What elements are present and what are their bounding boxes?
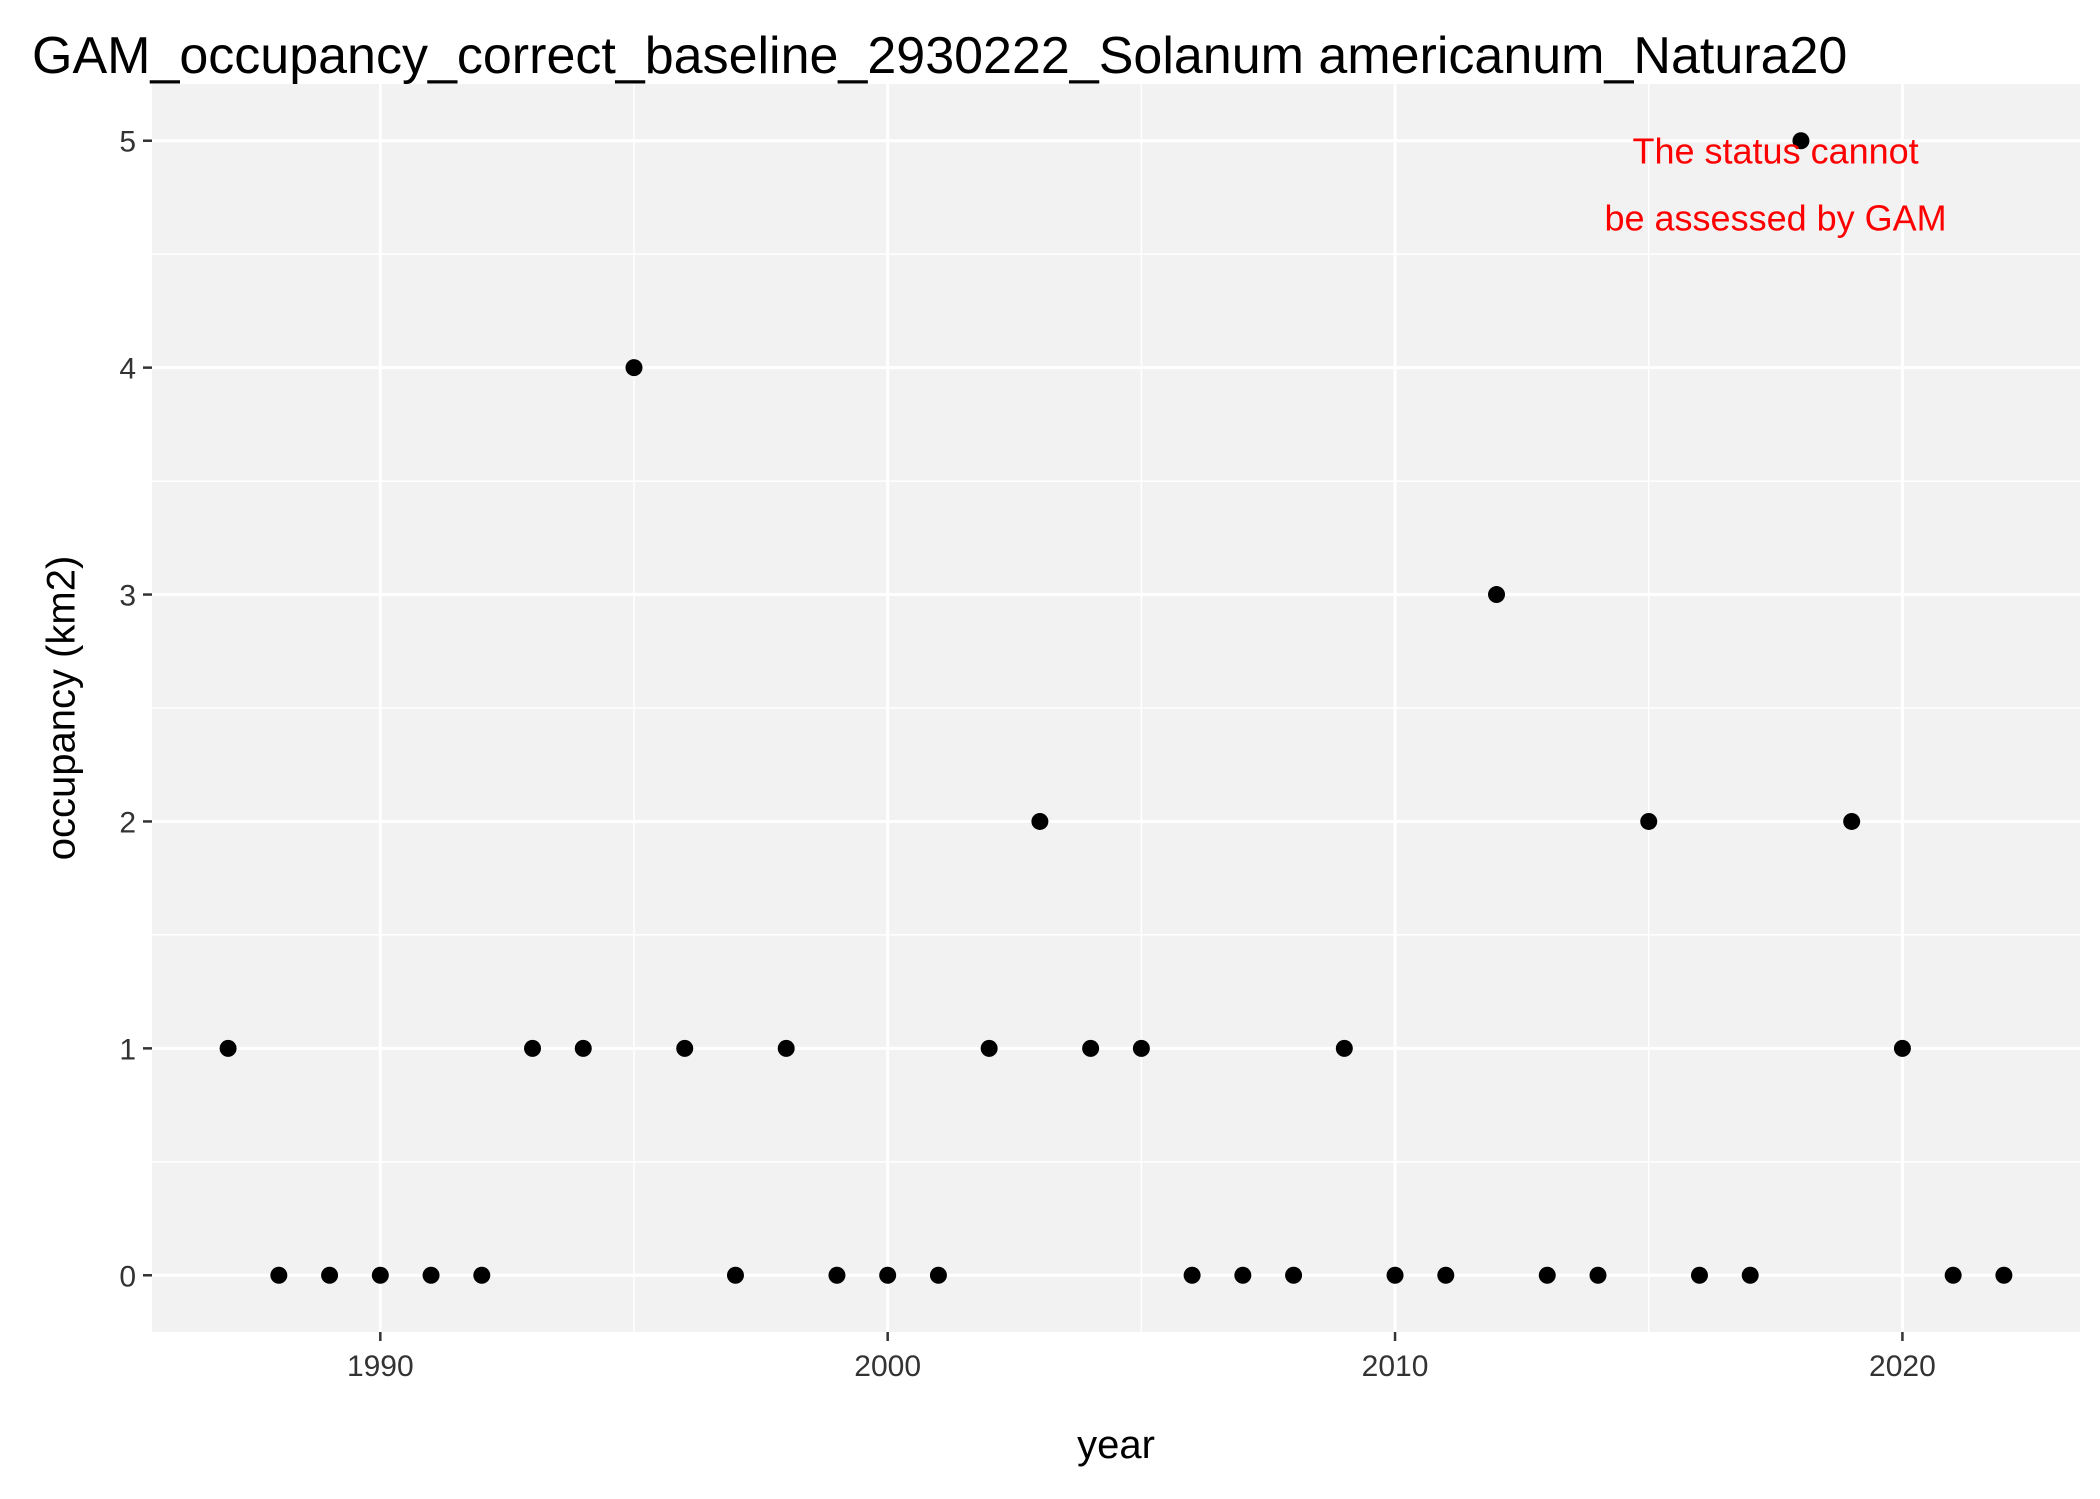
y-tick-label: 2 bbox=[119, 806, 136, 839]
data-point bbox=[1031, 812, 1049, 830]
annotation-line: The status cannot bbox=[1632, 130, 1918, 171]
y-tick-label: 5 bbox=[119, 126, 136, 159]
data-point bbox=[1741, 1266, 1759, 1284]
data-point bbox=[219, 1039, 237, 1057]
y-axis-title: occupancy (km2) bbox=[40, 556, 84, 861]
data-point bbox=[1488, 586, 1506, 604]
data-point bbox=[1792, 132, 1810, 150]
x-tick-label: 2000 bbox=[854, 1350, 921, 1383]
data-point bbox=[524, 1039, 542, 1057]
data-point bbox=[321, 1266, 339, 1284]
status-annotation: The status cannot be assessed by GAM bbox=[1604, 130, 1946, 238]
data-point bbox=[1944, 1266, 1962, 1284]
axis-ticks bbox=[143, 139, 1904, 1341]
data-point bbox=[270, 1266, 288, 1284]
x-axis-title: year bbox=[1077, 1423, 1155, 1467]
data-point bbox=[676, 1039, 694, 1057]
data-point bbox=[1082, 1039, 1100, 1057]
data-point bbox=[1285, 1266, 1303, 1284]
data-point bbox=[574, 1039, 592, 1057]
data-point bbox=[777, 1039, 795, 1057]
minor-gridlines bbox=[152, 84, 2080, 1332]
annotation-line: be assessed by GAM bbox=[1604, 197, 1946, 238]
data-point bbox=[473, 1266, 491, 1284]
data-point bbox=[1893, 1039, 1911, 1057]
data-point bbox=[828, 1266, 846, 1284]
data-point bbox=[1386, 1266, 1404, 1284]
data-point bbox=[879, 1266, 897, 1284]
chart-title: GAM_occupancy_correct_baseline_2930222_S… bbox=[32, 27, 1848, 85]
x-tick-label: 2010 bbox=[1362, 1350, 1429, 1383]
data-point bbox=[1335, 1039, 1353, 1057]
data-point bbox=[625, 359, 643, 377]
data-point bbox=[1589, 1266, 1607, 1284]
data-point bbox=[1843, 812, 1861, 830]
data-point bbox=[1234, 1266, 1252, 1284]
data-point bbox=[929, 1266, 947, 1284]
data-point bbox=[1132, 1039, 1150, 1057]
data-point bbox=[422, 1266, 440, 1284]
tick-labels: 1990 2000 2010 2020 0 1 2 3 4 5 bbox=[119, 126, 1935, 1383]
data-point bbox=[1538, 1266, 1556, 1284]
x-tick-label: 1990 bbox=[347, 1350, 414, 1383]
data-point bbox=[726, 1266, 744, 1284]
data-point bbox=[371, 1266, 389, 1284]
data-point bbox=[1437, 1266, 1455, 1284]
data-point bbox=[1640, 812, 1658, 830]
data-point bbox=[1995, 1266, 2013, 1284]
data-point bbox=[1183, 1266, 1201, 1284]
y-tick-label: 3 bbox=[119, 580, 136, 613]
data-point bbox=[1690, 1266, 1708, 1284]
data-points bbox=[219, 132, 2013, 1284]
y-tick-label: 4 bbox=[119, 353, 136, 386]
y-tick-label: 1 bbox=[119, 1033, 136, 1066]
data-point bbox=[980, 1039, 998, 1057]
y-tick-label: 0 bbox=[119, 1260, 136, 1293]
x-tick-label: 2020 bbox=[1869, 1350, 1936, 1383]
